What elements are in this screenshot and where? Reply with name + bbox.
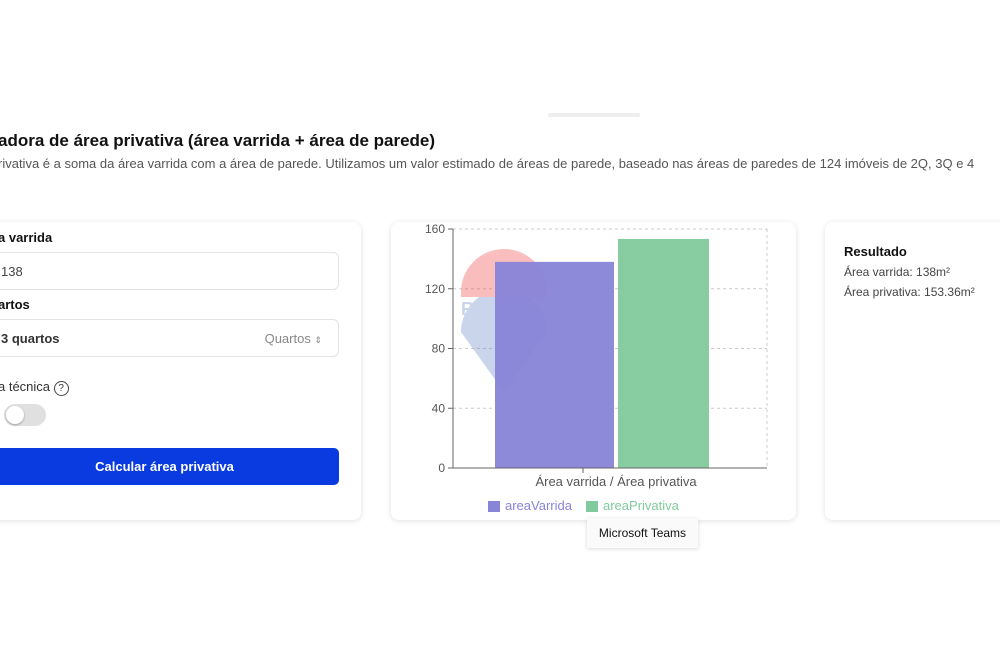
result-card: Resultado Área varrida: 138m² Área priva… (825, 222, 1000, 520)
quartos-value: 3 quartos (1, 331, 60, 346)
area-varrida-input[interactable]: 138 (0, 252, 339, 290)
page-title: adora de área privativa (área varrida + … (0, 131, 436, 150)
quartos-select[interactable]: 3 quartos Quartos ⇕ (0, 319, 339, 357)
updown-icon: ⇕ (314, 335, 322, 345)
area-tecnica-label: a técnica ? (0, 379, 69, 396)
y-tick-label: 160 (425, 222, 445, 236)
y-tick-label: 40 (432, 401, 446, 415)
legend-label-areaVarrida: areaVarrida (505, 498, 573, 513)
y-tick-label: 0 (438, 461, 445, 475)
legend-label-areaPrivativa: areaPrivativa (603, 498, 680, 513)
bar-chart: 04080120160RE/MAXÁrea varrida / Área pri… (425, 222, 768, 513)
calcular-button[interactable]: Calcular área privativa (0, 448, 339, 485)
legend-swatch (488, 501, 500, 512)
area-varrida-value: 138 (1, 264, 23, 279)
y-tick-label: 80 (432, 342, 446, 356)
area-tecnica-text: a técnica (0, 379, 51, 394)
toggle-knob (6, 406, 24, 424)
area-varrida-label: a varrida (0, 230, 53, 245)
page-description: rivativa é a soma da área varrida com a … (0, 156, 975, 171)
quartos-unit: Quartos (264, 331, 311, 346)
help-icon[interactable]: ? (53, 381, 69, 396)
area-tecnica-toggle[interactable] (4, 404, 46, 426)
x-tick-label: Área varrida / Área privativa (535, 474, 697, 489)
top-handle (548, 113, 640, 117)
bar-areaVarrida (495, 261, 614, 468)
tooltip: Microsoft Teams (587, 518, 698, 548)
result-title: Resultado (844, 244, 907, 259)
result-area-varrida: Área varrida: 138m² (844, 265, 951, 279)
legend-swatch (586, 501, 598, 512)
result-area-privativa: Área privativa: 153.36m² (844, 285, 975, 299)
quartos-label: artos (0, 297, 30, 312)
bar-areaPrivativa (618, 238, 709, 468)
y-tick-label: 120 (425, 282, 445, 296)
